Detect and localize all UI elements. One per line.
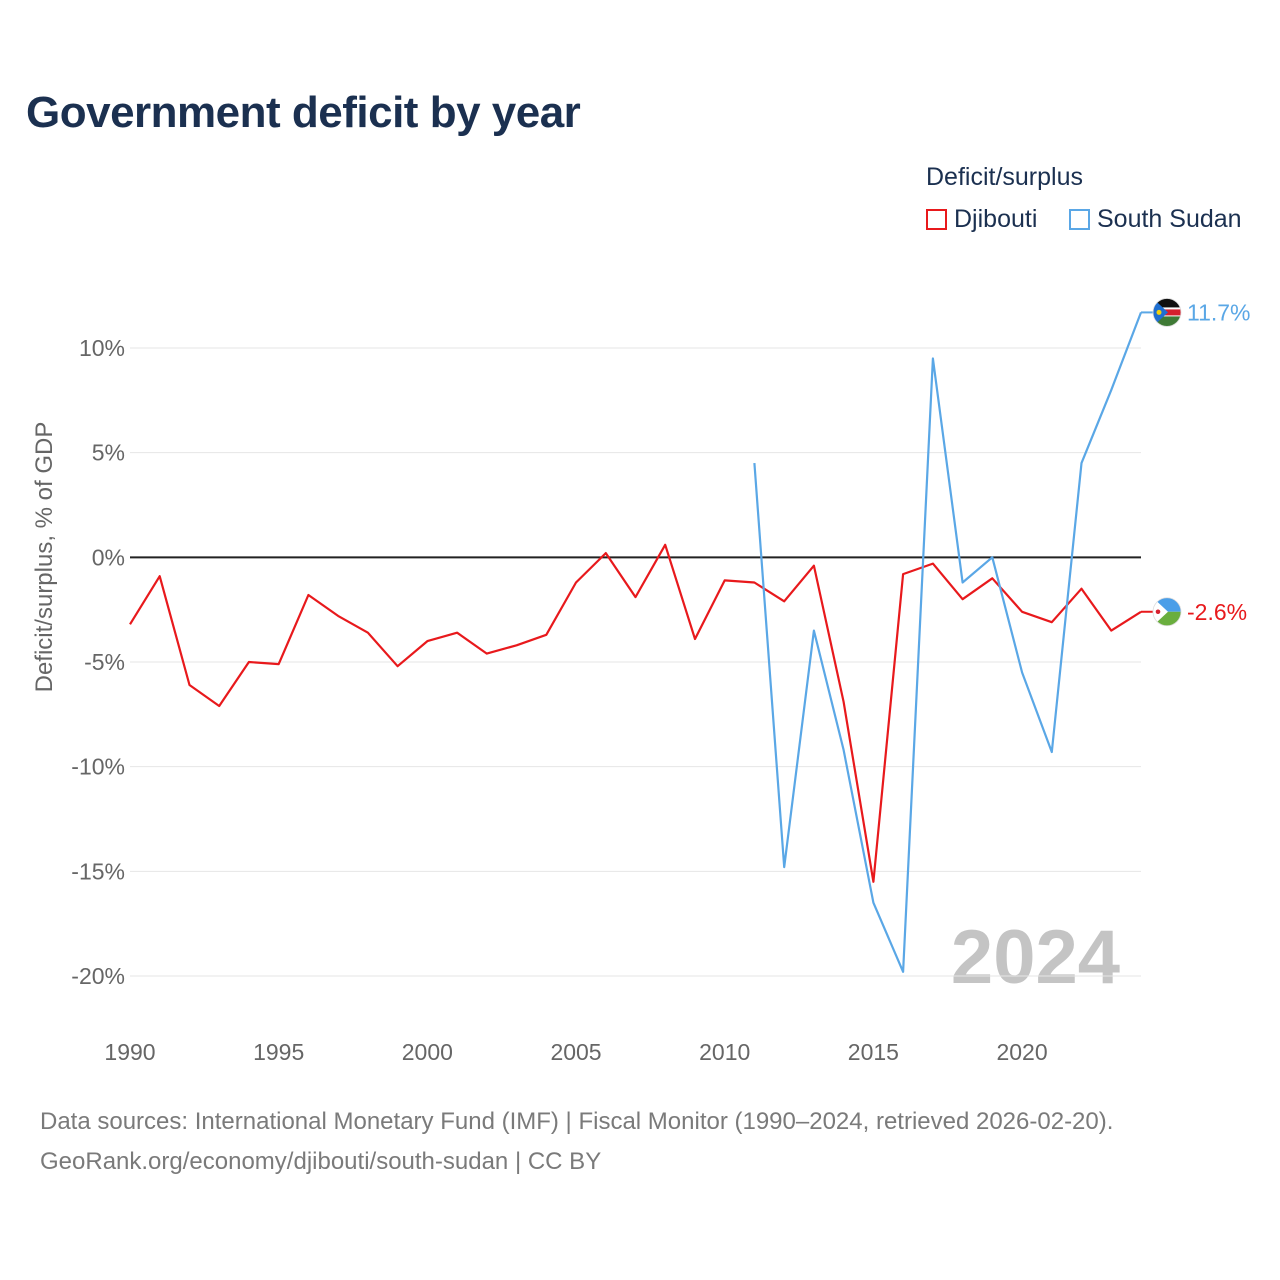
- end-value-label-south-sudan: 11.7%: [1187, 299, 1251, 325]
- data-point-south-sudan: [779, 862, 789, 872]
- data-point-djibouti: [571, 577, 581, 587]
- legend-swatch-djibouti: [926, 209, 947, 230]
- data-point-djibouti: [303, 590, 313, 600]
- data-point-djibouti: [333, 611, 343, 621]
- data-point-djibouti: [958, 594, 968, 604]
- data-point-south-sudan: [1077, 458, 1087, 468]
- y-tick-label: 10%: [79, 335, 125, 361]
- footer-source: Data sources: International Monetary Fun…: [40, 1108, 1114, 1135]
- x-tick-label: 1990: [104, 1039, 155, 1065]
- data-point-djibouti: [274, 659, 284, 669]
- data-point-djibouti: [749, 577, 759, 587]
- legend-item-south-sudan[interactable]: South Sudan: [1069, 205, 1242, 234]
- y-tick-label: 0%: [92, 544, 125, 570]
- series-line-djibouti: [129, 543, 1142, 883]
- data-point-south-sudan: [809, 626, 819, 636]
- data-point-south-sudan: [898, 967, 908, 977]
- y-tick-label: -10%: [71, 754, 125, 780]
- axis-layer: 10% 5% 0% -5% -10% -15% -20% 1990 1995 2000 2005 20…: [71, 335, 1047, 1065]
- data-point-djibouti: [1077, 584, 1087, 594]
- legend-label-djibouti: Djibouti: [954, 205, 1038, 233]
- data-point-djibouti: [155, 571, 165, 581]
- data-point-djibouti: [393, 661, 403, 671]
- y-tick-label: -5%: [84, 649, 125, 675]
- djibouti-flag-icon: [1152, 597, 1182, 627]
- footer-attribution: GeoRank.org/economy/djibouti/south-sudan…: [40, 1148, 602, 1175]
- data-point-djibouti: [601, 548, 611, 558]
- legend-label-south-sudan: South Sudan: [1097, 205, 1242, 233]
- data-point-south-sudan: [868, 898, 878, 908]
- series-line-south-sudan: [753, 312, 1143, 973]
- data-point-south-sudan: [987, 552, 997, 562]
- x-tick-label: 2015: [848, 1039, 899, 1065]
- data-point-djibouti: [244, 657, 254, 667]
- x-tick-label: 2000: [402, 1039, 453, 1065]
- x-tick-label: 2010: [699, 1039, 750, 1065]
- data-point-djibouti: [214, 701, 224, 711]
- data-point-djibouti: [660, 540, 670, 550]
- y-tick-label: -20%: [71, 963, 125, 989]
- data-point-djibouti: [809, 561, 819, 571]
- legend-item-djibouti[interactable]: Djibouti: [926, 205, 1037, 234]
- data-point-djibouti: [631, 592, 641, 602]
- x-tick-label: 2020: [996, 1039, 1047, 1065]
- end-value-label-djibouti: -2.6%: [1187, 599, 1247, 625]
- data-point-djibouti: [1047, 617, 1057, 627]
- y-tick-label: 5%: [92, 440, 125, 466]
- y-axis-label: Deficit/surplus, % of GDP: [31, 422, 58, 693]
- data-point-djibouti: [720, 575, 730, 585]
- data-point-djibouti: [779, 596, 789, 606]
- data-point-djibouti: [541, 630, 551, 640]
- data-point-djibouti: [512, 640, 522, 650]
- legend-title: Deficit/surplus: [926, 163, 1083, 191]
- south-sudan-flag-icon: [1152, 298, 1182, 327]
- data-point-south-sudan: [1017, 667, 1027, 677]
- data-point-djibouti: [839, 697, 849, 707]
- grid-layer: [130, 347, 1141, 977]
- data-point-djibouti: [1106, 626, 1116, 636]
- series-layer: [125, 312, 1143, 977]
- year-watermark: 2024: [951, 915, 1120, 1000]
- data-point-djibouti: [363, 628, 373, 638]
- label-layer: -2.6% 11.7%: [1141, 298, 1251, 627]
- data-point-djibouti: [125, 619, 135, 629]
- data-point-djibouti: [928, 559, 938, 569]
- data-point-south-sudan: [839, 745, 849, 755]
- x-tick-label: 1995: [253, 1039, 304, 1065]
- data-point-djibouti: [1017, 607, 1027, 617]
- data-point-djibouti: [898, 569, 908, 579]
- data-point-south-sudan: [749, 458, 759, 468]
- data-point-djibouti: [452, 628, 462, 638]
- data-point-djibouti: [482, 649, 492, 659]
- data-point-djibouti: [690, 634, 700, 644]
- data-point-south-sudan: [1047, 747, 1057, 757]
- data-point-south-sudan: [958, 577, 968, 587]
- legend-swatch-south-sudan: [1069, 209, 1090, 230]
- data-point-south-sudan: [1106, 385, 1116, 395]
- page-title: Government deficit by year: [26, 88, 581, 137]
- data-point-djibouti: [184, 680, 194, 690]
- y-tick-label: -15%: [71, 858, 125, 884]
- data-point-south-sudan: [928, 353, 938, 363]
- line-chart: 2024 10% 5% 0% -5% -10% -15% -20% 1990 1995 2000 2…: [31, 298, 1251, 1065]
- x-tick-label: 2005: [550, 1039, 601, 1065]
- data-point-djibouti: [422, 636, 432, 646]
